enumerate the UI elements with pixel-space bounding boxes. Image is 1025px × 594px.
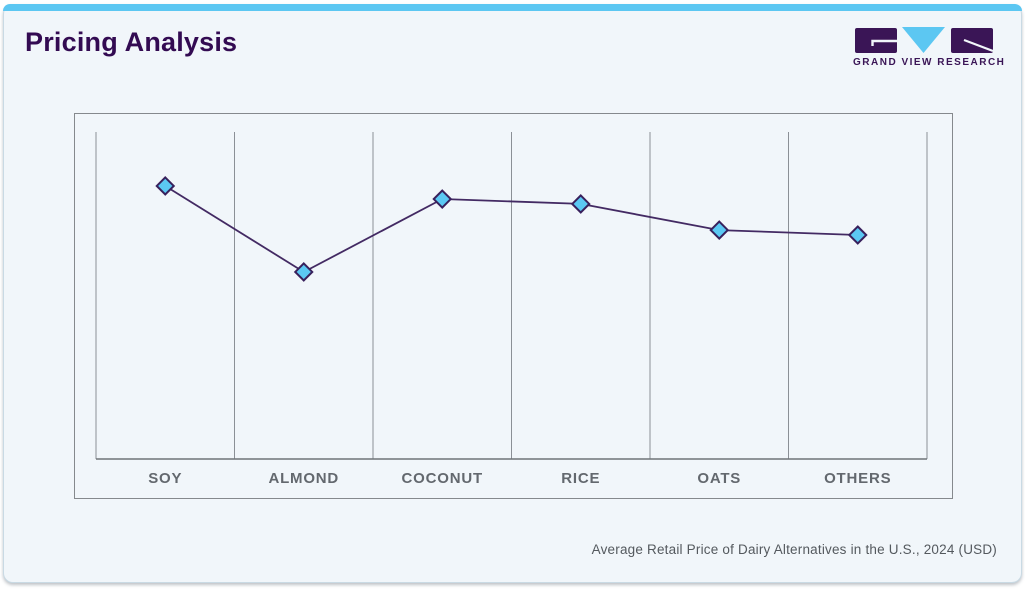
x-axis-label-others: OTHERS [824, 470, 891, 487]
data-point-others [847, 225, 868, 245]
x-axis-label-oats: OATS [697, 470, 741, 487]
chart-caption: Average Retail Price of Dairy Alternativ… [591, 542, 997, 557]
card-accent-bar [3, 4, 1022, 11]
pricing-analysis-card: Pricing Analysis GRAND VIEW RESEARCH SOY… [3, 4, 1022, 583]
x-axis-label-almond: ALMOND [268, 470, 339, 487]
x-axis-label-rice: RICE [561, 470, 600, 487]
gvr-logo: GRAND VIEW RESEARCH [853, 27, 1006, 68]
price-line-chart: SOY ALMOND COCONUT RICE OATS OTHERS [95, 132, 928, 487]
price-line [164, 185, 858, 274]
data-point-soy [155, 176, 176, 196]
x-axis-label-coconut: COCONUT [402, 470, 483, 487]
data-point-coconut [432, 189, 453, 209]
data-point-almond [293, 262, 314, 282]
page-title: Pricing Analysis [25, 27, 238, 57]
x-axis-label-soy: SOY [148, 470, 182, 487]
data-point-rice [570, 194, 591, 214]
gvr-logo-icon [855, 27, 994, 53]
data-point-oats [709, 220, 730, 241]
chart-panel: SOY ALMOND COCONUT RICE OATS OTHERS [74, 113, 953, 499]
brand-name: GRAND VIEW RESEARCH [853, 57, 1006, 68]
